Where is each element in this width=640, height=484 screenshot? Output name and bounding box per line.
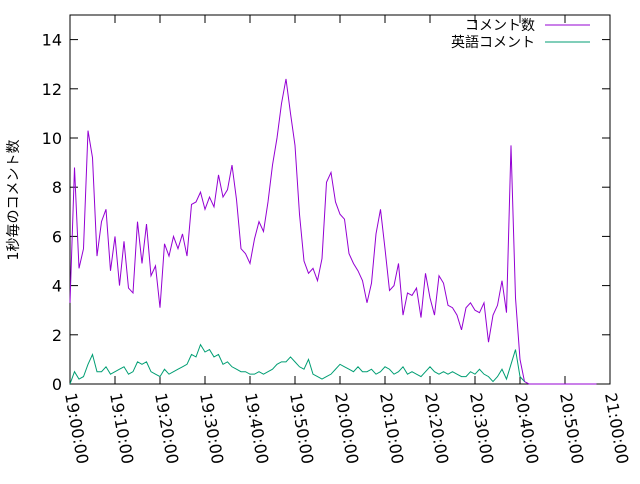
x-tick-label: 20:20:00 [421, 391, 452, 465]
x-tick-label: 20:50:00 [556, 391, 587, 465]
series-line-0 [70, 79, 597, 384]
x-tick-label: 19:30:00 [196, 391, 227, 465]
legend-label: コメント数 [465, 18, 535, 34]
x-tick-label: 19:00:00 [61, 391, 92, 465]
y-tick-label: 6 [52, 227, 62, 246]
x-tick-label: 20:40:00 [511, 391, 542, 465]
y-tick-label: 12 [42, 80, 62, 99]
x-tick-label: 20:10:00 [376, 391, 407, 465]
plot-frame [70, 15, 610, 384]
y-tick-label: 10 [42, 129, 62, 148]
y-tick-label: 0 [52, 375, 62, 394]
x-tick-label: 20:00:00 [331, 391, 362, 465]
x-tick-label: 19:40:00 [241, 391, 272, 465]
y-tick-label: 4 [52, 277, 62, 296]
y-axis: 0 2 4 6 8 10 12 14 [42, 31, 610, 394]
plot-border [70, 15, 610, 384]
x-tick-label: 19:20:00 [151, 391, 182, 465]
y-tick-label: 2 [52, 326, 62, 345]
y-axis-label: 1秒毎のコメント数 [6, 140, 22, 261]
series-line-1 [70, 345, 525, 384]
legend-label: 英語コメント [451, 34, 535, 51]
y-tick-label: 8 [52, 178, 62, 197]
x-tick-label: 19:10:00 [106, 391, 137, 465]
x-tick-label: 20:30:00 [466, 391, 497, 465]
x-axis: 19:00:00 19:10:00 19:20:00 19:30:00 19:40:00… [61, 15, 632, 465]
x-tick-label: 21:00:00 [601, 391, 632, 465]
x-tick-label: 19:50:00 [286, 391, 317, 465]
y-tick-label: 14 [42, 31, 62, 50]
series-lines [70, 79, 597, 384]
